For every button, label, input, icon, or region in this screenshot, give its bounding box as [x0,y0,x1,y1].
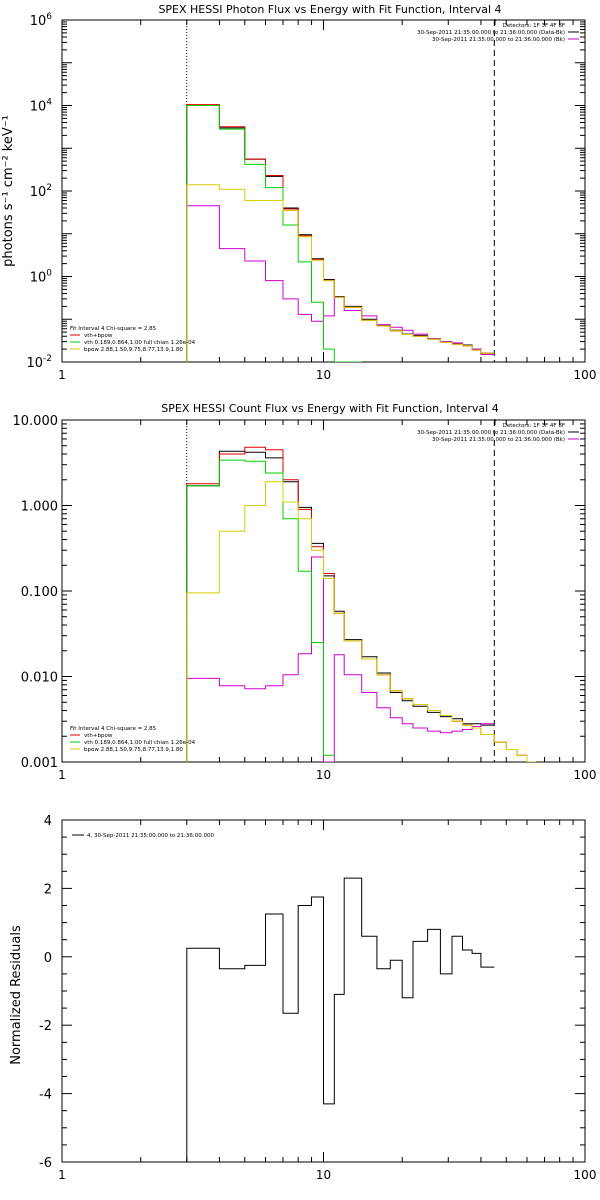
x-tick-label: 1 [58,1168,66,1182]
y-tick-label: -4 [39,1088,52,1103]
legend-left-header: Fit Interval 4 Chi-square = 2.85 [70,726,157,732]
y-tick-label: -6 [39,1156,52,1171]
bpow-series-line [186,481,537,762]
residuals-plot-area: 1 10 100 4 2 0 -2 -4 -6 4, 30-Sep-2011 21:35:00.0… [39,814,596,1182]
bkg-series-line [186,205,495,362]
count-flux-title: SPEX HESSI Count Flux vs Energy with Fit… [161,402,498,415]
y-tick-base: 10 [30,14,47,29]
y-tick-exponent: 6 [46,12,52,22]
x-tick-label: 100 [574,1168,597,1182]
y-tick-label: 104 [30,98,53,115]
x-tick-label: 10 [316,368,331,382]
x-tick-label: 100 [574,768,597,782]
photon-flux-y-axis-label-text: photons s⁻¹ cm⁻² keV⁻¹ [1,115,16,267]
residuals-panel: Normalized Residuals 1 10 100 4 2 0 -2 -4 -6 4, 3… [9,814,596,1182]
legend-left-entry: bpow 2.88,1.50,9.75,8.77,13.9,1.80 [84,747,183,753]
vth-series-line [186,459,335,762]
count-flux-plot-area: 1 10 100 10.000 1.000 0.100 0.010 0.001 Detector… [13,414,597,782]
legend-right-entry: 30-Sep-2011 21:35:00.000 to 21:36:00.000… [417,30,565,36]
y-tick-label: 102 [30,183,52,200]
legend-left-entry: vth+bpow [84,333,113,339]
total-series-line [186,877,495,1162]
legend-right-entry: Detectors: 1F 3F 4F 8F [503,23,565,29]
y-tick-base: 10 [26,356,43,371]
legend-left-entry: vth+bpow [84,733,113,739]
legend-left-entry: vth 0.189,0.864,1.00 full chian 1.26e-04 [84,340,196,346]
x-tick-label: 10 [316,768,331,782]
y-tick-label: 100 [30,269,53,286]
bpow-series-line [186,184,495,362]
model-series-line [186,446,537,762]
y-tick-label: 10-2 [26,354,52,371]
bkg-series-line [186,556,495,762]
vth-series-line [186,105,362,362]
x-tick-label: 1 [58,768,66,782]
series-group [186,446,537,762]
y-tick-label: 0 [44,951,52,966]
y-tick-base: 10 [30,100,47,115]
legend-left-entry: bpow 2.88,1.50,9.75,8.77,13.9,1.80 [84,347,183,353]
series-group [186,877,495,1162]
x-tick-label: 1 [58,368,66,382]
y-tick-label: 0.100 [21,585,58,600]
residuals-legend-entry: 4, 30-Sep-2011 21:35:00.000 to 21:36:00.… [87,833,214,839]
y-tick-exponent: 2 [46,183,52,193]
series-group [186,104,495,362]
residuals-y-axis-label: Normalized Residuals [9,925,24,1065]
legend-right-entry: Detectors: 1F 3F 4F 8F [503,423,565,429]
y-tick-exponent: -2 [43,354,52,364]
x-tick-label: 100 [574,368,597,382]
y-tick-label: -2 [39,1019,52,1034]
photon-flux-title: SPEX HESSI Photon Flux vs Energy with Fi… [158,3,501,16]
y-tick-base: 10 [30,271,47,286]
y-tick-label: 0.010 [21,671,58,686]
y-tick-label: 106 [30,12,53,29]
y-tick-exponent: 4 [46,98,52,108]
legend-left-header: Fit Interval 4 Chi-square = 2.85 [70,326,157,332]
y-tick-exponent: 0 [46,269,52,279]
count-flux-panel: SPEX HESSI Count Flux vs Energy with Fit… [13,402,597,782]
photon-flux-y-axis-label: photons s⁻¹ cm⁻² keV⁻¹ [1,115,16,267]
y-tick-label: 4 [44,814,52,829]
total-series-line [186,105,495,362]
y-tick-label: 1.000 [21,500,58,515]
legend-right-entry: 30-Sep-2011 21:35:00.000 to 21:36:00.000… [432,437,565,443]
photon-flux-panel: SPEX HESSI Photon Flux vs Energy with Fi… [1,3,596,382]
legend-left-entry: vth 0.189,0.864,1.00 full chian 1.26e-04 [84,740,196,746]
y-tick-label: 10.000 [13,414,59,429]
y-tick-base: 10 [30,185,47,200]
x-tick-label: 10 [316,1168,331,1182]
model-series-line [186,104,495,362]
y-tick-label: 2 [44,882,52,897]
legend-right-entry: 30-Sep-2011 21:35:00.000 to 21:36:00.000… [432,37,565,43]
y-tick-label: 0.001 [21,756,58,771]
legend-right-entry: 30-Sep-2011 21:35:00.000 to 21:36:00.000… [417,430,565,436]
